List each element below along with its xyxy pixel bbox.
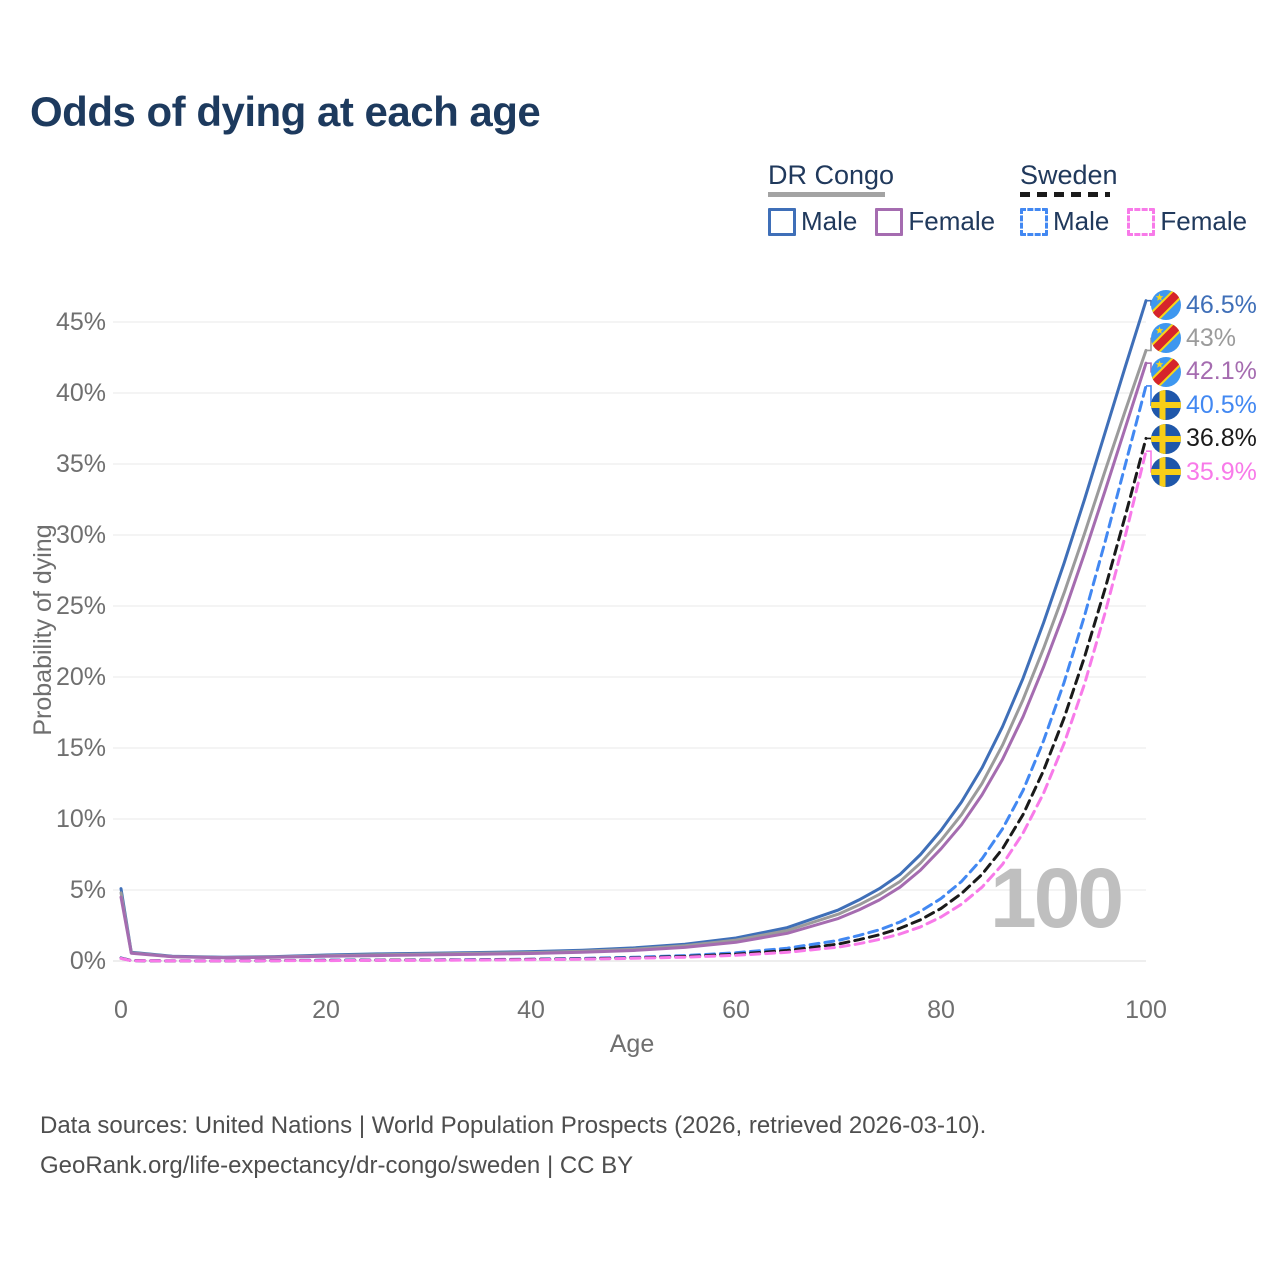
y-axis-tick-label: 20% [55,663,106,691]
legend-item-sweden-male: Male [1020,206,1109,237]
footer-source-line: Data sources: United Nations | World Pop… [40,1112,987,1139]
end-label-value: 42.1% [1186,357,1257,386]
end-label-value: 36.8% [1186,424,1257,453]
drc-flag-icon [1151,323,1181,354]
legend-group-dr-congo: DR Congo Male Female [768,160,995,237]
legend-item-label: Female [1160,206,1248,236]
y-axis-tick-label: 45% [55,308,106,336]
y-axis-title: Probability of dying [29,524,57,736]
age-watermark: 100 [990,851,1124,945]
x-axis-tick-label: 80 [927,996,955,1024]
page-title: Odds of dying at each age [30,88,541,135]
legend-underline-solid [768,192,885,197]
series-line-swe-female [119,449,1148,963]
solid-box-swatch-icon [875,207,904,236]
end-label-drc-all: 43% [1151,323,1237,354]
legend-item-label: Male [1053,206,1110,236]
footer: Data sources: United Nations | World Pop… [40,1106,986,1186]
solid-box-swatch-icon [768,207,796,236]
end-label-swe-all: 36.8% [1151,423,1257,454]
dashed-box-swatch-icon [1127,207,1156,236]
end-label-value: 43% [1186,323,1237,352]
end-label-drc-female: 42.1% [1151,356,1257,387]
footer-url-line: GeoRank.org/life-expectancy/dr-congo/swe… [40,1152,634,1179]
x-axis-tick-label: 20 [312,996,340,1024]
drc-flag-icon [1151,290,1181,320]
x-axis-tick-label: 100 [1125,996,1167,1024]
y-axis-tick-label: 25% [55,592,106,620]
y-axis-tick-label: 0% [69,947,106,975]
drc-flag-icon [1151,356,1181,387]
sweden-flag-icon [1151,457,1181,487]
x-axis-title: Age [609,1030,655,1058]
end-label-swe-female: 35.9% [1151,457,1257,487]
dashed-box-swatch-icon [1020,207,1048,236]
end-label-value: 35.9% [1186,457,1257,486]
x-axis-tick-label: 40 [517,996,545,1024]
y-axis-tick-label: 30% [55,521,106,549]
legend-item-drc-male: Male [768,206,857,237]
legend-item-sweden-female: Female [1127,206,1247,237]
y-axis-tick-label: 5% [69,876,106,904]
legend-underline-dashed [1020,192,1110,197]
end-label-drc-male: 46.5% [1151,290,1257,320]
x-axis-tick-label: 60 [722,996,750,1024]
legend-item-drc-female: Female [875,206,995,237]
end-label-swe-male: 40.5% [1151,390,1257,421]
legend-group-label: Sweden [1020,160,1118,190]
legend-item-label: Female [908,206,996,236]
y-axis-tick-label: 40% [55,379,106,407]
x-axis-tick-label: 0 [114,996,128,1024]
plot-svg [113,299,1157,963]
series-line-drc-female [119,361,1148,960]
sweden-flag-icon [1151,390,1181,421]
legend-item-label: Male [801,206,858,236]
sweden-flag-icon [1151,423,1181,454]
y-axis-tick-label: 15% [55,734,106,762]
legend-group-sweden: Sweden Male Female [1020,160,1247,237]
end-label-value: 46.5% [1186,290,1257,319]
end-label-value: 40.5% [1186,390,1257,419]
legend-group-label: DR Congo [768,160,895,190]
y-axis-tick-label: 35% [55,450,106,478]
y-axis-tick-label: 10% [55,805,106,833]
